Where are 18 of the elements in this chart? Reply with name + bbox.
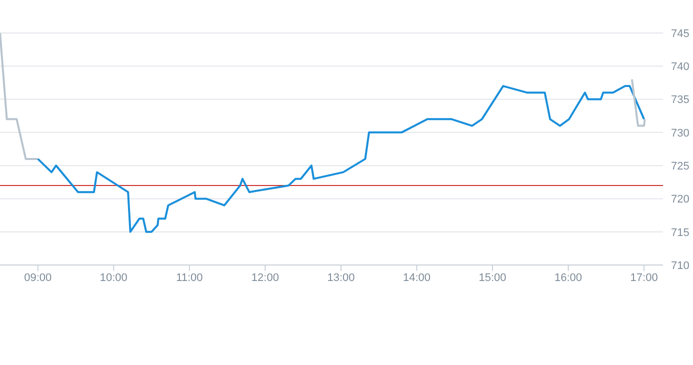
y-tick-label: 745: [671, 28, 690, 40]
line-series: [36, 85, 646, 233]
x-tick-label: 11:00: [176, 272, 203, 284]
x-tick-label: 09:00: [24, 272, 52, 284]
y-tick-label: 715: [671, 226, 690, 239]
y-tick-label: 740: [671, 61, 690, 74]
y-tick-label: 725: [671, 160, 690, 172]
x-tick-label: 10:00: [100, 272, 128, 284]
y-tick-label: 720: [671, 194, 690, 206]
x-tick-label: 14:00: [402, 272, 431, 284]
x-tick-label: 12:00: [251, 272, 279, 284]
y-tick-label: 730: [671, 127, 690, 140]
x-tick-label: 16:00: [554, 272, 582, 284]
y-tick-label: 735: [671, 94, 690, 106]
y-tick-label: 710: [671, 260, 690, 272]
x-tick-label: 17:00: [630, 272, 658, 284]
x-tick-label: 15:00: [478, 272, 506, 284]
x-tick-label: 13:00: [327, 272, 355, 284]
